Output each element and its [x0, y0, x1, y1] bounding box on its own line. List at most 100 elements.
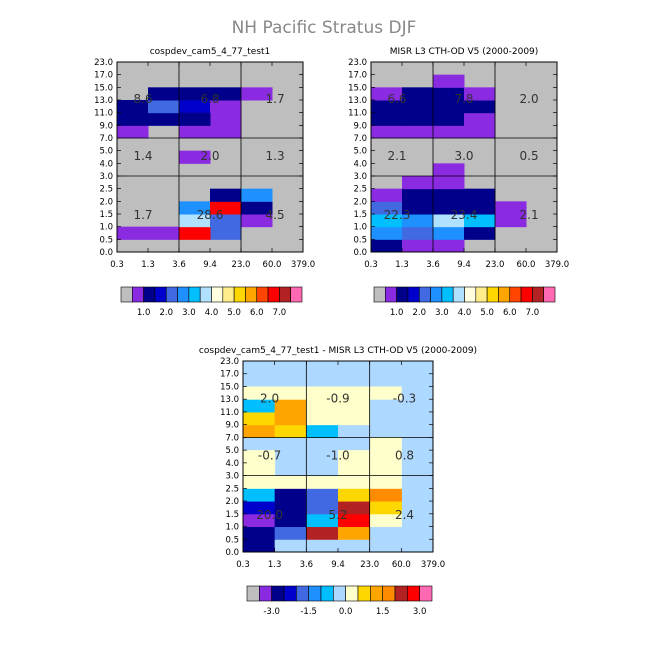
- heatmap-cell: [306, 501, 339, 515]
- panel-2: MISR L3 CTH-OD V5 (2000-2009) 0.3 1.3 3.6 9.…: [348, 47, 569, 318]
- x-tick-label: 1.3: [141, 260, 155, 270]
- y-tick-label: 11.0: [220, 408, 239, 418]
- heatmap-cell: [274, 399, 307, 413]
- heatmap-cell: [402, 214, 434, 228]
- box-value-label: 2.4: [395, 508, 414, 522]
- colorbar-label: 3.0: [435, 308, 449, 318]
- y-tick-label: 4.0: [99, 159, 113, 169]
- colorbar-label: 3.0: [182, 308, 196, 318]
- colorbar-swatch: [396, 286, 409, 303]
- panels: cospdev_cam5_4_77_test1 0.3 1.3 3.6 9.4 23.0 6…: [94, 47, 569, 617]
- x-tick-label: 1.3: [268, 560, 282, 570]
- y-tick-label: 23.0: [94, 58, 113, 68]
- heatmap-cell: [402, 87, 434, 101]
- colorbar-swatch: [345, 585, 359, 602]
- heatmap-cell: [243, 399, 276, 413]
- heatmap-cell: [371, 112, 403, 126]
- y-tick-label: 4.0: [353, 159, 367, 169]
- box-value-label: -0.7: [258, 449, 281, 463]
- heatmap-cell: [338, 411, 371, 426]
- box-value-label: 1.3: [266, 149, 285, 163]
- heatmap-cell: [371, 125, 403, 139]
- y-tick-label: 2.5: [99, 185, 113, 195]
- colorbar-swatch: [382, 585, 396, 602]
- colorbar-swatch: [418, 286, 431, 303]
- colorbar-swatch: [154, 286, 167, 303]
- colorbar-swatch: [271, 585, 285, 602]
- heatmap-cell: [402, 125, 434, 139]
- colorbar-swatch: [394, 585, 408, 602]
- y-tick-label: 0.0: [225, 548, 239, 558]
- heatmap-cell: [274, 424, 307, 438]
- heatmap-cell: [243, 450, 276, 464]
- heatmap-cell: [274, 501, 307, 515]
- heatmap-cell: [210, 188, 242, 202]
- heatmap-cell: [210, 214, 242, 228]
- y-tick-label: 5.0: [225, 446, 239, 456]
- box-value-label: 6.8: [200, 92, 219, 106]
- heatmap-cell: [371, 226, 403, 240]
- heatmap-cell: [274, 513, 307, 528]
- heatmap-cell: [464, 87, 496, 101]
- heatmap-cell: [369, 475, 402, 489]
- colorbar-swatch: [464, 286, 477, 303]
- y-tick-label: 13.0: [94, 96, 113, 106]
- heatmap-cell: [179, 226, 211, 240]
- colorbar-swatch: [385, 286, 397, 303]
- heatmap-cell: [338, 501, 371, 515]
- heatmap-cell: [402, 201, 434, 215]
- heatmap-cell: [306, 526, 339, 540]
- y-tick-label: 5.0: [99, 147, 113, 157]
- heatmap-cell: [371, 188, 403, 202]
- colorbar-label: 1.5: [376, 607, 390, 617]
- heatmap-cell: [433, 201, 465, 215]
- heatmap-cell: [241, 201, 273, 215]
- heatmap-cell: [433, 214, 465, 228]
- x-tick-label: 3.6: [172, 260, 186, 270]
- heatmap-cell: [179, 125, 211, 139]
- y-tick-label: 1.0: [99, 223, 113, 233]
- heatmap-cell: [495, 214, 527, 228]
- y-tick-label: 9.0: [353, 121, 367, 131]
- heatmap-cell: [241, 214, 273, 228]
- heatmap-cell: [402, 176, 434, 190]
- heatmap-cell: [179, 100, 211, 114]
- panel-title: MISR L3 CTH-OD V5 (2000-2009): [390, 47, 539, 57]
- colorbar-swatch: [532, 286, 544, 303]
- heatmap-cell: [210, 87, 242, 101]
- y-tick-label: 2.0: [353, 197, 367, 207]
- colorbar-swatch: [290, 286, 303, 303]
- panel-title: cospdev_cam5_4_77_test1: [150, 47, 271, 57]
- heatmap-cell: [338, 488, 371, 502]
- heatmap-cell: [148, 87, 180, 101]
- colorbar-swatch: [199, 286, 212, 303]
- heatmap-cell: [117, 112, 149, 126]
- heatmap-cell: [369, 450, 402, 464]
- heatmap-cell: [433, 87, 465, 101]
- y-tick-label: 5.0: [353, 147, 367, 157]
- box-value-label: 7.8: [454, 92, 473, 106]
- panel-title: cospdev_cam5_4_77_test1 - MISR L3 CTH-OD…: [199, 346, 477, 356]
- colorbar-swatch: [120, 286, 133, 303]
- heatmap-cell: [243, 475, 276, 489]
- heatmap-cell: [306, 488, 339, 502]
- colorbar-swatch: [407, 585, 420, 602]
- heatmap-cell: [464, 100, 496, 114]
- colorbar-label: 7.0: [273, 308, 287, 318]
- colorbar-swatch: [165, 286, 178, 303]
- heatmap-cell: [464, 112, 496, 126]
- colorbar-label: 5.0: [480, 308, 494, 318]
- colorbar-swatch: [320, 585, 334, 602]
- colorbar-swatch: [543, 286, 556, 303]
- y-tick-label: 4.0: [225, 459, 239, 469]
- y-tick-label: 1.0: [225, 523, 239, 533]
- colorbar-swatch: [259, 585, 272, 602]
- y-tick-label: 0.5: [99, 235, 113, 245]
- y-tick-label: 17.0: [94, 71, 113, 81]
- colorbar-swatch: [357, 585, 371, 602]
- box-value-label: 28.6: [197, 208, 224, 222]
- y-tick-label: 3.0: [353, 172, 367, 182]
- x-tick-label: 379.0: [291, 260, 315, 270]
- colorbar-swatch: [407, 286, 420, 303]
